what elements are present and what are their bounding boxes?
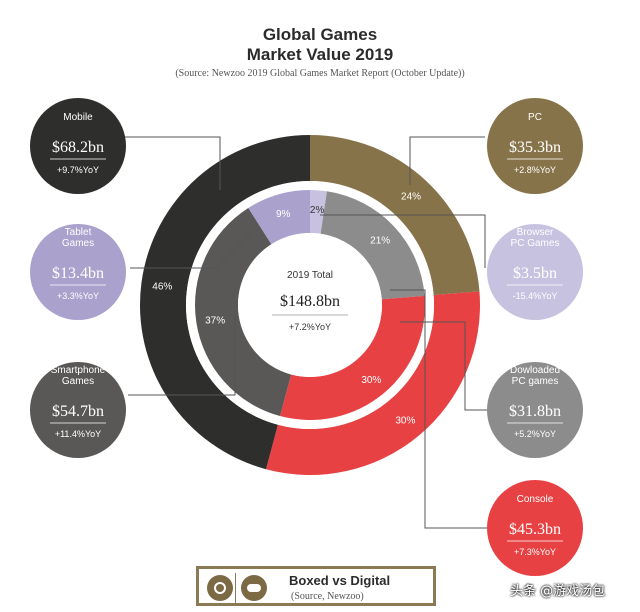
bubble-boxed-name: Boxed & — [516, 354, 554, 365]
bubble-pc: PC $35.3bn +2.8%YoY — [487, 98, 583, 194]
bubble-pc-value: $35.3bn — [509, 139, 561, 156]
bubble-mobile-name: Mobile — [63, 112, 93, 123]
bubble-browser-yoy: -15.4%YoY — [513, 291, 558, 301]
inner-ring-label-smartphone: 37% — [205, 315, 225, 326]
outer-ring-label-console: 30% — [395, 415, 415, 426]
connector-smartphone — [128, 310, 236, 396]
bubble-browser-name: PC Games — [511, 238, 560, 249]
center-yoy: +7.2%YoY — [289, 322, 331, 332]
outer-ring-segment-pc — [310, 135, 480, 296]
bubble-tablet-yoy: +3.3%YoY — [57, 291, 99, 301]
bubble-console-name: Console — [517, 494, 554, 505]
bubble-boxed-circle — [487, 362, 583, 458]
bubble-browser-name: Browser — [517, 227, 554, 238]
connector-console — [390, 289, 488, 529]
connector-pc — [409, 136, 485, 185]
bubble-smartphone-name: Smartphone — [51, 365, 106, 376]
chart-title-line2: Market Value 2019 — [246, 45, 394, 64]
bubble-tablet-value: $13.4bn — [52, 265, 104, 282]
footer-divider — [235, 573, 236, 603]
bubble-mobile: Mobile $68.2bn +9.7%YoY — [30, 98, 126, 194]
bubble-pc-yoy: +2.8%YoY — [514, 165, 556, 175]
inner-ring-segment-console — [279, 295, 425, 420]
bubble-pc-circle — [487, 98, 583, 194]
connector-tablet — [130, 227, 256, 269]
bubble-boxed-yoy: +5.2%YoY — [514, 429, 556, 439]
inner-ring-label-tablet: 9% — [276, 209, 291, 220]
chart-source: (Source: Newzoo 2019 Global Games Market… — [175, 68, 465, 79]
bubble-mobile-circle — [30, 98, 126, 194]
bubble-mobile-value: $68.2bn — [52, 139, 104, 156]
bubble-smartphone-name: Games — [62, 376, 94, 387]
footer-panel: Boxed vs Digital (Source, Newzoo) — [196, 566, 436, 606]
inner-ring-label-console: 30% — [361, 375, 381, 386]
target-icon — [207, 575, 233, 601]
outer-ring-segment-mobile — [139, 135, 310, 470]
footer-title: Boxed vs Digital — [289, 573, 391, 588]
inner-ring-segment-smartphone — [194, 207, 292, 417]
connector-boxed — [400, 321, 488, 411]
bubble-boxed-name: PC games — [512, 376, 559, 387]
connector-mobile — [120, 136, 221, 190]
bubble-console-yoy: +7.3%YoY — [514, 547, 556, 557]
watermark: 头条 @游戏汤包 — [510, 584, 606, 599]
inner-ring-segment-boxed — [320, 191, 425, 300]
center-value: $148.8bn — [280, 293, 340, 310]
center-disc — [238, 233, 382, 377]
footer-source: (Source, Newzoo) — [291, 591, 364, 602]
bubble-tablet-name: Tablet — [65, 227, 92, 238]
bubble-boxed-value: $31.8bn — [509, 403, 561, 420]
bubble-boxed-name: Dowloaded — [510, 365, 560, 376]
bubble-smartphone-value: $54.7bn — [52, 403, 104, 420]
bubble-tablet-circle — [30, 224, 126, 320]
cloud-download-icon — [241, 575, 267, 601]
bubble-console: Console $45.3bn +7.3%YoY — [487, 480, 583, 576]
bubble-pc-name: PC — [528, 112, 542, 123]
inner-ring-label-boxed: 21% — [370, 235, 390, 246]
center-label: 2019 Total — [287, 270, 333, 281]
inner-ring-label-browser: 2% — [310, 205, 325, 216]
bubble-browser-value: $3.5bn — [513, 265, 557, 282]
inner-ring-segment-tablet — [248, 190, 310, 245]
bubble-tablet-name: Games — [62, 238, 94, 249]
outer-ring-label-mobile: 46% — [152, 282, 172, 293]
bubble-console-circle — [487, 480, 583, 576]
bubble-browser-circle — [487, 224, 583, 320]
outer-ring-segment-console — [266, 291, 480, 475]
bubble-smartphone-yoy: +11.4%YoY — [55, 429, 101, 439]
inner-ring-segment-browser — [310, 190, 327, 234]
bubble-console-value: $45.3bn — [509, 521, 561, 538]
outer-ring-label-pc: 24% — [401, 192, 421, 203]
bubble-smartphone-circle — [30, 362, 126, 458]
bubble-mobile-yoy: +9.7%YoY — [57, 165, 99, 175]
chart-title-line1: Global Games — [262, 25, 378, 44]
connector-browser — [320, 214, 486, 268]
